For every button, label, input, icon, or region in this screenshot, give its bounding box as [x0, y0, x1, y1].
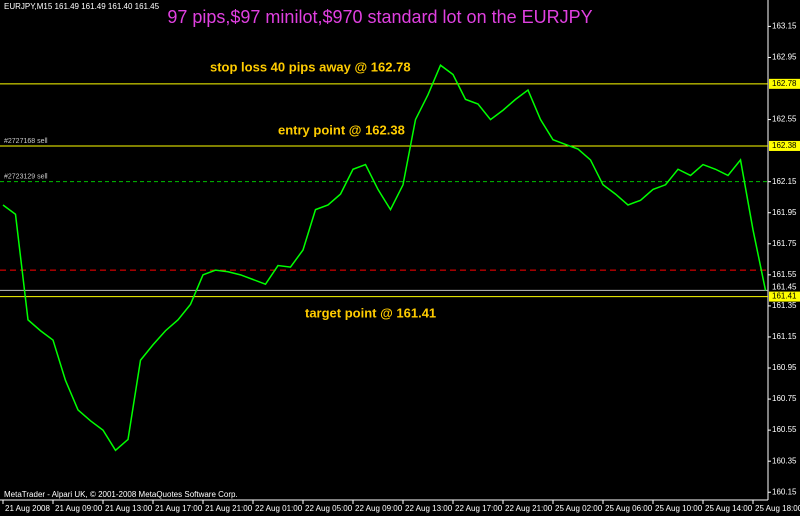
order-label: #2727168 sell [4, 138, 48, 145]
y-tick-label: 160.15 [772, 487, 797, 496]
price-box [769, 78, 800, 89]
x-tick-label: 21 Aug 13:00 [105, 504, 153, 513]
y-tick-label: 162.15 [772, 177, 797, 186]
y-tick-label: 161.75 [772, 239, 797, 248]
chart-title: 97 pips,$97 minilot,$970 standard lot on… [167, 7, 592, 27]
x-tick-label: 25 Aug 10:00 [655, 504, 703, 513]
y-tick-label: 161.15 [772, 332, 797, 341]
x-tick-label: 22 Aug 17:00 [455, 504, 503, 513]
x-tick-label: 21 Aug 21:00 [205, 504, 253, 513]
y-tick-label: 161.35 [772, 301, 797, 310]
y-tick-label: 161.55 [772, 270, 797, 279]
y-tick-label: 160.95 [772, 363, 797, 372]
annotation: entry point @ 162.38 [278, 122, 405, 137]
x-tick-label: 25 Aug 14:00 [705, 504, 753, 513]
level-label: 161.45 [772, 282, 797, 291]
x-tick-label: 22 Aug 21:00 [505, 504, 553, 513]
annotation: target point @ 161.41 [305, 305, 436, 320]
x-tick-label: 21 Aug 2008 [5, 504, 50, 513]
order-label: #2723129 sell [4, 174, 48, 181]
x-tick-label: 25 Aug 02:00 [555, 504, 603, 513]
footer: MetaTrader - Alpari UK, © 2001-2008 Meta… [4, 490, 238, 499]
x-tick-label: 22 Aug 05:00 [305, 504, 353, 513]
x-tick-label: 22 Aug 13:00 [405, 504, 453, 513]
price-box-label: 162.38 [772, 141, 797, 150]
x-tick-label: 22 Aug 09:00 [355, 504, 403, 513]
x-tick-label: 22 Aug 01:00 [255, 504, 303, 513]
price-box [769, 140, 800, 151]
price-line [2, 64, 767, 452]
price-box-label: 162.78 [772, 79, 797, 88]
x-tick-label: 21 Aug 09:00 [55, 504, 103, 513]
price-box [769, 291, 800, 302]
price-box-label: 161.41 [772, 292, 797, 301]
y-tick-label: 161.95 [772, 208, 797, 217]
y-tick-label: 160.75 [772, 394, 797, 403]
y-tick-label: 163.15 [772, 22, 797, 31]
y-tick-label: 160.55 [772, 425, 797, 434]
annotation: stop loss 40 pips away @ 162.78 [210, 59, 411, 74]
y-tick-label: 162.95 [772, 53, 797, 62]
y-tick-label: 160.35 [772, 456, 797, 465]
y-tick-label: 162.55 [772, 115, 797, 124]
x-tick-label: 25 Aug 18:00 [755, 504, 800, 513]
x-tick-label: 21 Aug 17:00 [155, 504, 203, 513]
x-tick-label: 25 Aug 06:00 [605, 504, 653, 513]
symbol-header: EURJPY,M15 161.49 161.49 161.40 161.45 [4, 2, 160, 11]
